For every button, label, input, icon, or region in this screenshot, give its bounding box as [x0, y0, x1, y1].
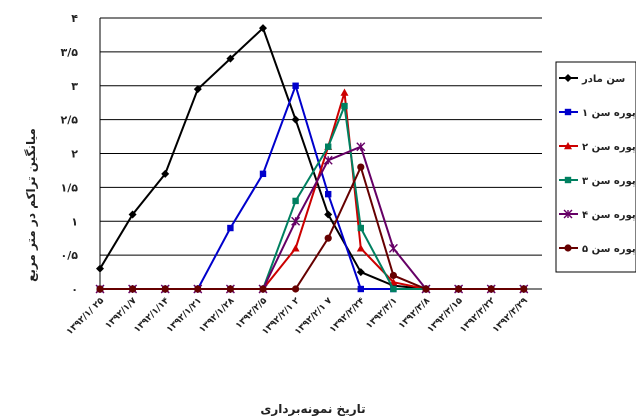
data-point — [259, 170, 267, 178]
y-tick-label: ۳ — [71, 80, 78, 93]
y-tick-label: ۰ — [71, 283, 78, 296]
data-point — [325, 190, 332, 198]
data-point — [340, 88, 349, 96]
y-tick-label: ۲ — [71, 148, 78, 161]
series-line — [100, 164, 524, 290]
data-point — [291, 115, 300, 124]
data-point — [96, 264, 104, 273]
y-tick-labels: ۰ ۰/۵ ۱ ۱/۵ ۲ ۲/۵ ۳ ۳/۵ ۴ — [61, 12, 79, 296]
x-axis-label: تاریخ نمونه‌برداری — [260, 402, 365, 417]
data-point — [226, 54, 235, 63]
data-point — [226, 285, 234, 293]
data-point — [194, 285, 202, 293]
data-point — [356, 142, 366, 152]
x-tick-label: ۱۳۹۲/۲/۲۴ — [328, 296, 367, 335]
data-point — [292, 197, 299, 205]
series-line — [99, 26, 524, 290]
legend-label: پوره سن ۴ — [582, 210, 636, 221]
data-point — [564, 108, 572, 116]
y-tick-label: ۳/۵ — [61, 46, 79, 59]
legend-item: سن مادر — [559, 74, 625, 85]
series-6 — [96, 163, 528, 293]
data-point — [259, 285, 267, 293]
x-tick-labels: ۱۳۹۲/۱/ ۲۵۱۳۹۲/۱/۷۱۳۹۲/۱/۱۴۱۳۹۲/۱/۲۱۱۳۹۲… — [65, 296, 530, 337]
data-point — [292, 285, 300, 293]
gridlines — [99, 17, 542, 290]
y-tick-label: ۱ — [71, 215, 78, 228]
legend-item: پوره سن ۱ — [559, 108, 636, 119]
legend-item: پوره سن ۳ — [559, 176, 636, 187]
x-tick-label: ۱۳۹۲/۱/۲۸ — [198, 296, 237, 335]
data-point — [389, 271, 397, 280]
data-point — [161, 285, 169, 293]
y-tick-label: ۴ — [71, 12, 78, 25]
data-point — [455, 285, 463, 293]
data-point — [291, 244, 300, 252]
data-point — [357, 285, 364, 293]
data-point — [357, 163, 365, 171]
data-point — [324, 210, 333, 219]
data-point — [128, 210, 137, 219]
legend-item: پوره سن ۵ — [559, 244, 636, 255]
legend-label: پوره سن ۲ — [582, 142, 636, 153]
legend-label: پوره سن ۱ — [582, 108, 636, 119]
data-point — [564, 142, 572, 150]
data-point — [341, 102, 348, 110]
data-point — [564, 176, 572, 184]
legend-label: پوره سن ۳ — [582, 176, 636, 187]
data-point — [291, 216, 301, 226]
data-point — [564, 244, 572, 252]
y-axis-label: میانگین تراکم در متر مربع — [24, 128, 38, 282]
legend-item: پوره سن ۴ — [559, 209, 636, 221]
data-point — [390, 285, 397, 293]
data-point — [323, 155, 333, 165]
series-layer — [95, 24, 529, 294]
data-point — [564, 74, 572, 82]
data-point — [292, 82, 299, 89]
legend-item: پوره سن ۲ — [559, 142, 636, 153]
x-tick-label: ۱۳۹۲/۳/۲۹ — [491, 296, 530, 335]
data-point — [487, 285, 495, 293]
legend: سن مادر پوره سن ۱ پوره سن ۲ پوره سن ۳ پوره س… — [555, 61, 636, 273]
data-point — [325, 143, 332, 150]
data-point — [96, 285, 104, 293]
data-point — [422, 285, 430, 293]
series-1 — [96, 24, 528, 293]
data-point — [324, 234, 332, 242]
data-point — [356, 244, 365, 252]
y-tick-label: ۲/۵ — [61, 114, 79, 127]
data-point — [563, 209, 573, 219]
legend-box — [555, 61, 636, 273]
legend-label: پوره سن ۵ — [582, 244, 636, 255]
data-point — [388, 243, 398, 253]
data-point — [259, 24, 267, 33]
legend-label: سن مادر — [581, 74, 625, 85]
data-point — [227, 224, 234, 232]
x-tick-label: ۱۳۹۲/۳/۱ — [364, 296, 399, 331]
y-tick-label: ۰/۵ — [61, 249, 79, 262]
data-point — [193, 85, 202, 94]
x-tick-label: ۱۳۹۲/۱/ ۲۵ — [65, 296, 106, 337]
data-point — [161, 169, 170, 178]
data-point — [356, 268, 365, 277]
data-point — [129, 285, 137, 293]
data-point — [357, 224, 364, 232]
data-point — [520, 285, 528, 293]
y-tick-label: ۱/۵ — [61, 181, 79, 194]
